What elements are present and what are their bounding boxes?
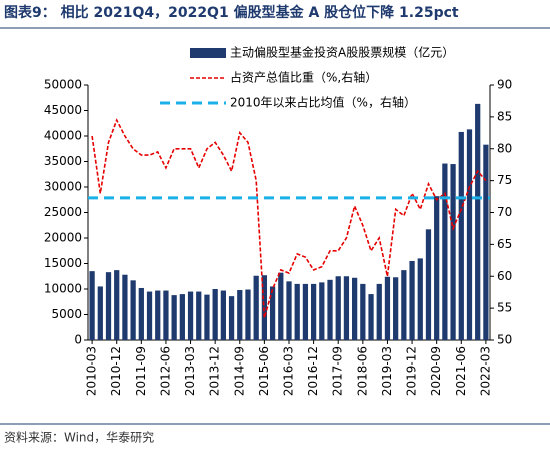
bar (442, 163, 448, 340)
bar (130, 280, 136, 340)
bar (171, 295, 177, 340)
bar (352, 277, 358, 340)
y2-tick-label: 60 (497, 269, 512, 283)
x-tick-label: 2019-03 (380, 346, 394, 396)
legend-label: 2010年以来占比均值（%，右轴） (230, 95, 416, 110)
y-tick-label: 15000 (44, 256, 82, 270)
x-tick-label: 2017-09 (331, 346, 345, 396)
x-tick-label: 2016-03 (282, 346, 296, 396)
y2-tick-label: 55 (497, 301, 512, 315)
x-tick-label: 2019-12 (405, 346, 419, 396)
y-tick-label: 30000 (44, 180, 82, 194)
bar (204, 294, 210, 340)
bar (384, 276, 391, 340)
legend-label: 主动偏股型基金投资A股股票规模（亿元） (230, 45, 454, 60)
bar (475, 103, 481, 341)
bar (302, 283, 309, 340)
line (91, 118, 487, 318)
x-tick-label: 2011-09 (134, 346, 148, 396)
y-tick-label: 25000 (44, 205, 82, 219)
y2-tick-label: 70 (497, 205, 512, 219)
y-tick-label: 40000 (44, 129, 82, 143)
bar (425, 229, 432, 340)
y-tick-label: 20000 (44, 231, 82, 245)
bar (327, 279, 333, 340)
x-tick-label: 2013-12 (208, 346, 222, 396)
bar (294, 283, 300, 340)
y-tick-label: 10000 (44, 282, 82, 296)
bar (343, 276, 350, 340)
bar (450, 164, 456, 340)
x-tick-label: 2018-06 (355, 346, 369, 396)
y2-tick-label: 85 (497, 109, 512, 123)
y-tick-label: 50000 (44, 78, 82, 92)
bar (89, 271, 95, 340)
chart-title: 图表9： 相比 2021Q4，2022Q1 偏股型基金 A 股仓位下降 1.25… (4, 4, 459, 21)
bar (319, 282, 325, 340)
bar (269, 286, 276, 340)
bar (409, 260, 415, 340)
bar (434, 196, 440, 340)
y2-tick-label: 65 (497, 237, 512, 251)
bar (179, 294, 185, 340)
y2-tick-label: 50 (497, 333, 512, 347)
x-tick-label: 2021-06 (454, 346, 468, 396)
y-tick-label: 35000 (44, 154, 82, 168)
source: 资料来源：Wind，华泰研究 (4, 430, 154, 445)
bar (212, 289, 218, 340)
bar (376, 283, 382, 340)
bar (393, 277, 399, 340)
bar (138, 287, 144, 340)
bar (237, 290, 243, 340)
bar (146, 291, 153, 340)
bar (155, 290, 161, 340)
y-tick-label: 45000 (44, 103, 82, 117)
legend-swatch (190, 48, 226, 58)
y-tick-label: 0 (74, 333, 82, 347)
y2-tick-label: 75 (497, 173, 512, 187)
bar (163, 290, 169, 340)
bar (458, 131, 464, 340)
bar (196, 291, 202, 340)
x-tick-label: 2012-06 (158, 346, 172, 396)
x-tick-label: 2010-12 (109, 346, 123, 396)
bar (401, 270, 407, 340)
x-tick-label: 2015-06 (257, 346, 271, 396)
x-tick-label: 2020-09 (429, 346, 443, 396)
legend-label: 占资产总值比重（%,右轴） (230, 70, 377, 85)
x-tick-label: 2016-12 (306, 346, 320, 396)
bar (253, 275, 259, 340)
bar (466, 129, 473, 340)
bar (228, 296, 235, 340)
bar (483, 144, 489, 340)
bar (360, 283, 366, 340)
bar (286, 281, 292, 340)
y2-tick-label: 80 (497, 141, 512, 155)
bar (97, 286, 103, 340)
bar (310, 283, 317, 340)
x-tick-label: 2022-03 (478, 346, 492, 396)
bar (105, 272, 112, 340)
bar (187, 291, 194, 340)
bar (368, 294, 374, 340)
bar (220, 290, 226, 340)
bar (245, 289, 251, 340)
y-tick-label: 5000 (51, 307, 82, 321)
bar (114, 270, 120, 340)
x-tick-label: 2013-03 (183, 346, 197, 396)
y2-tick-label: 90 (497, 78, 512, 92)
bar (335, 276, 341, 340)
x-tick-label: 2010-03 (85, 346, 99, 396)
bar (417, 258, 423, 340)
bar (122, 274, 128, 340)
bar (278, 272, 284, 340)
x-tick-label: 2014-09 (232, 346, 246, 396)
